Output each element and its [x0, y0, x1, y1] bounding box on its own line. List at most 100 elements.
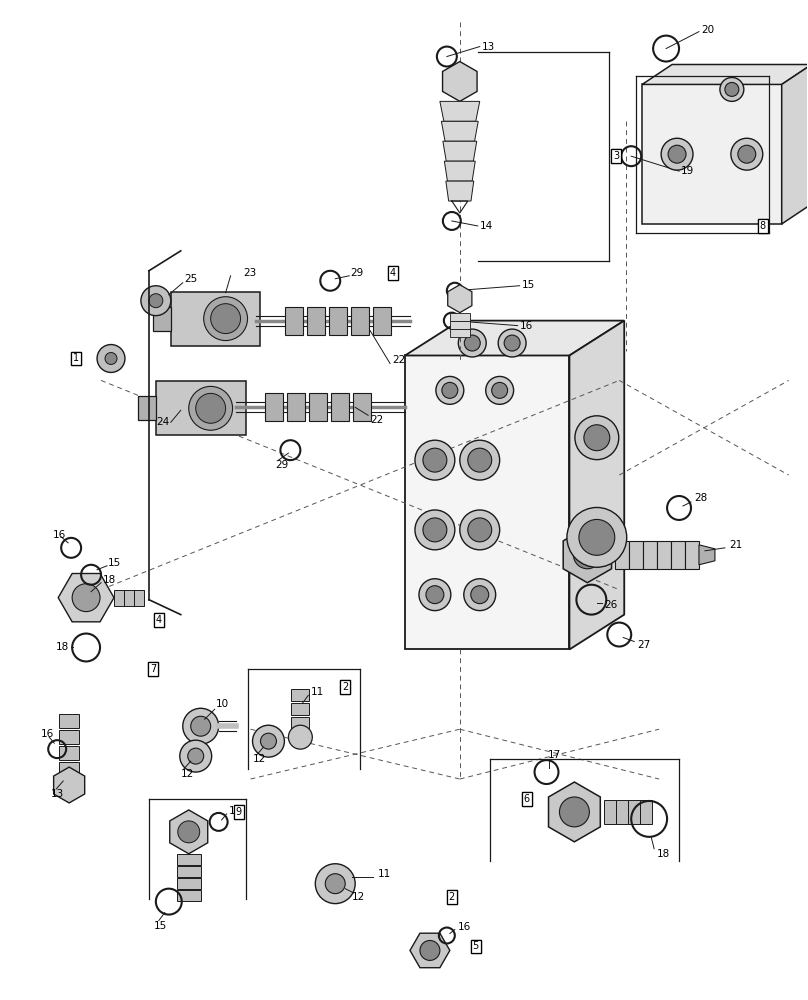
Polygon shape: [59, 762, 79, 776]
Text: 6: 6: [524, 794, 529, 804]
Text: 14: 14: [480, 221, 493, 231]
Text: 12: 12: [253, 754, 266, 764]
Circle shape: [504, 335, 520, 351]
Text: 16: 16: [41, 729, 54, 739]
Polygon shape: [153, 307, 170, 331]
Circle shape: [486, 376, 514, 404]
Circle shape: [420, 940, 440, 960]
Circle shape: [178, 821, 200, 843]
Polygon shape: [59, 730, 79, 744]
Circle shape: [211, 304, 241, 334]
Circle shape: [738, 145, 755, 163]
Polygon shape: [549, 782, 600, 842]
Circle shape: [720, 77, 744, 101]
Text: 24: 24: [156, 417, 169, 427]
Text: 7: 7: [149, 664, 156, 674]
Circle shape: [725, 82, 739, 96]
Polygon shape: [410, 933, 450, 968]
Text: 6: 6: [524, 794, 529, 804]
Circle shape: [187, 748, 204, 764]
Text: 12: 12: [352, 892, 365, 902]
Circle shape: [196, 393, 225, 423]
Circle shape: [465, 335, 480, 351]
Text: 27: 27: [638, 640, 650, 650]
Circle shape: [567, 507, 627, 567]
Polygon shape: [446, 181, 473, 201]
Polygon shape: [329, 307, 347, 335]
Polygon shape: [685, 541, 699, 569]
Text: 2: 2: [342, 682, 348, 692]
Circle shape: [458, 329, 486, 357]
Polygon shape: [138, 396, 156, 420]
Text: 1: 1: [73, 353, 79, 363]
Polygon shape: [781, 65, 808, 224]
Circle shape: [731, 138, 763, 170]
Text: 16: 16: [520, 321, 532, 331]
Text: 29: 29: [276, 460, 288, 470]
Text: 4: 4: [390, 268, 396, 278]
Circle shape: [97, 345, 125, 372]
Polygon shape: [450, 313, 469, 321]
Polygon shape: [156, 381, 246, 435]
Polygon shape: [405, 321, 625, 355]
Circle shape: [315, 864, 356, 904]
Circle shape: [584, 425, 610, 451]
Circle shape: [575, 416, 619, 460]
Circle shape: [574, 541, 601, 569]
Polygon shape: [441, 121, 478, 141]
Circle shape: [141, 286, 170, 316]
Polygon shape: [643, 541, 657, 569]
Polygon shape: [443, 62, 477, 101]
Text: 15: 15: [522, 280, 535, 290]
Circle shape: [419, 579, 451, 611]
Circle shape: [288, 725, 313, 749]
Text: 29: 29: [350, 268, 364, 278]
Polygon shape: [351, 307, 369, 335]
Text: 17: 17: [548, 750, 561, 760]
Text: 2: 2: [448, 892, 455, 902]
Circle shape: [179, 740, 212, 772]
Text: 1: 1: [73, 353, 79, 363]
Polygon shape: [440, 101, 480, 121]
Circle shape: [426, 586, 444, 604]
Text: 21: 21: [729, 540, 742, 550]
Text: 4: 4: [156, 615, 162, 625]
Circle shape: [415, 510, 455, 550]
Text: 23: 23: [243, 268, 257, 278]
Polygon shape: [177, 878, 200, 889]
Circle shape: [415, 440, 455, 480]
Text: 18: 18: [103, 575, 116, 585]
Circle shape: [436, 376, 464, 404]
Text: 13: 13: [482, 42, 495, 52]
Polygon shape: [642, 84, 781, 224]
Polygon shape: [657, 541, 671, 569]
Circle shape: [661, 138, 693, 170]
Text: 12: 12: [181, 769, 194, 779]
Circle shape: [72, 584, 100, 612]
Polygon shape: [450, 321, 469, 329]
Polygon shape: [292, 717, 309, 729]
Text: 16: 16: [458, 922, 471, 932]
Circle shape: [460, 440, 499, 480]
Text: 9: 9: [235, 807, 242, 817]
Text: 7: 7: [149, 664, 156, 674]
Polygon shape: [124, 590, 134, 606]
Polygon shape: [59, 746, 79, 760]
Polygon shape: [177, 854, 200, 865]
Polygon shape: [443, 141, 477, 161]
Polygon shape: [444, 161, 475, 181]
Polygon shape: [134, 590, 144, 606]
Text: 2: 2: [448, 892, 455, 902]
Circle shape: [326, 874, 345, 894]
Text: 18: 18: [657, 849, 671, 859]
Text: 11: 11: [378, 869, 391, 879]
Polygon shape: [604, 800, 617, 824]
Polygon shape: [285, 307, 303, 335]
Circle shape: [204, 297, 247, 341]
Circle shape: [183, 708, 219, 744]
Polygon shape: [288, 393, 305, 421]
Polygon shape: [640, 800, 652, 824]
Text: 8: 8: [760, 221, 766, 231]
Text: 10: 10: [216, 699, 229, 709]
Polygon shape: [59, 714, 79, 728]
